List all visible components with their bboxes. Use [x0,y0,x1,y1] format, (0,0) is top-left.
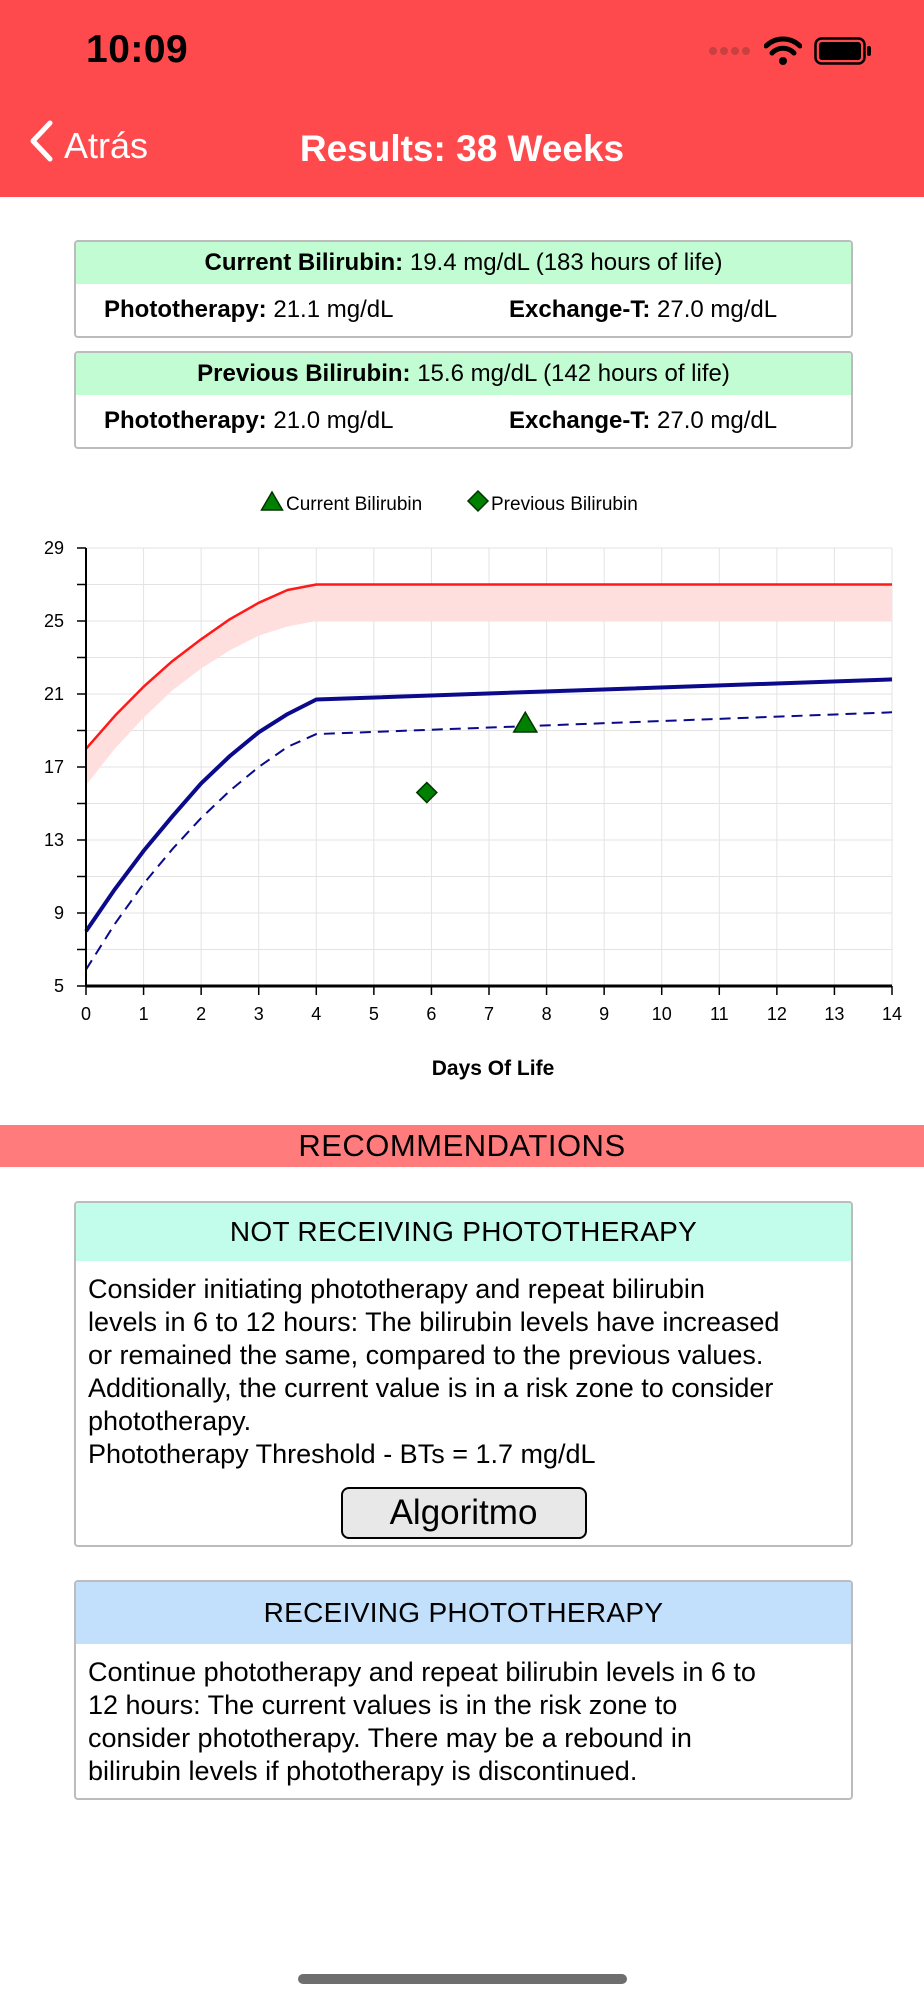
legend-previous-marker [466,489,490,513]
x-tick-label: 13 [824,1004,844,1024]
previous-bilirubin-label: Previous Bilirubin: [197,360,411,387]
phototherapy-value: 21.1 mg/dL [273,296,394,323]
not-receiving-card: NOT RECEIVING PHOTOTHERAPY Consider init… [74,1201,853,1547]
battery-icon [814,36,872,70]
not-receiving-line: Additionally, the current value is in a … [88,1373,774,1403]
back-label: Atrás [64,124,149,166]
previous-bilirubin-point [415,781,438,804]
exchange-value: 27.0 mg/dL [657,296,778,323]
legend-current-label: Current Bilirubin [286,494,422,515]
x-tick-label: 12 [767,1004,787,1024]
receiving-line: Continue phototherapy and repeat bilirub… [88,1657,756,1687]
exchange-label: Exchange-T: [509,296,651,323]
wifi-icon [763,35,803,71]
not-receiving-line: Consider initiating phototherapy and rep… [88,1274,705,1304]
not-receiving-title: NOT RECEIVING PHOTOTHERAPY [76,1203,851,1261]
x-tick-label: 11 [710,1004,729,1024]
current-bilirubin-row: Current Bilirubin: 19.4 mg/dL (183 hours… [76,242,851,284]
current-bilirubin-card: Current Bilirubin: 19.4 mg/dL (183 hours… [74,240,853,338]
receiving-line: bilirubin levels if phototherapy is disc… [88,1756,638,1786]
not-receiving-line: Phototherapy Threshold - BTs = 1.7 mg/dL [88,1439,596,1469]
not-receiving-line: phototherapy. [88,1406,252,1436]
x-tick-label: 2 [196,1004,206,1024]
current-bilirubin-label: Current Bilirubin: [204,249,404,276]
not-receiving-line: levels in 6 to 12 hours: The bilirubin l… [88,1307,780,1337]
receiving-card: RECEIVING PHOTOTHERAPY Continue photothe… [74,1580,853,1800]
x-tick-label: 14 [882,1004,902,1024]
x-tick-label: 3 [254,1004,264,1024]
legend-previous-label: Previous Bilirubin [491,494,638,515]
x-tick-label: 7 [484,1004,494,1024]
previous-bilirubin-card: Previous Bilirubin: 15.6 mg/dL (142 hour… [74,351,853,449]
receiving-text: Continue phototherapy and repeat bilirub… [76,1644,851,1798]
bilirubin-chart: 5 9 13 17 21 25 29 0 1 2 3 4 5 6 7 8 9 10 11 12 13 14 Days Of … [0,489,924,1080]
x-tick-label: 10 [652,1004,672,1024]
phototherapy-lower-dashed-line [85,711,893,971]
y-tick-label: 21 [44,684,64,704]
x-tick-label: 6 [426,1004,436,1024]
x-tick-label: 0 [81,1004,91,1024]
status-time: 10:09 [86,28,189,71]
navigation-bar: Atrás Results: 38 Weeks [0,120,924,180]
y-tick-label: 25 [44,611,64,631]
y-tick-label: 29 [44,538,64,558]
x-tick-label: 9 [599,1004,609,1024]
x-tick-label: 1 [139,1004,149,1024]
phototherapy-label: Phototherapy: [104,407,267,434]
previous-bilirubin-row: Previous Bilirubin: 15.6 mg/dL (142 hour… [76,353,851,395]
not-receiving-line: or remained the same, compared to the pr… [88,1340,764,1370]
chevron-left-icon [28,120,54,171]
current-bilirubin-point [512,710,539,733]
y-tick-label: 5 [54,976,64,996]
current-bilirubin-value: 19.4 mg/dL (183 hours of life) [409,249,723,276]
cellular-signal-icon [708,44,752,62]
phototherapy-label: Phototherapy: [104,296,267,323]
phototherapy-threshold-line [84,677,893,933]
phototherapy-value: 21.0 mg/dL [273,407,394,434]
recommendations-header: RECOMMENDATIONS [0,1125,924,1167]
exchange-threshold-line [85,583,892,750]
not-receiving-text: Consider initiating phototherapy and rep… [76,1261,851,1481]
current-thresholds-row: Phototherapy: 21.1 mg/dL Exchange-T: 27.… [76,284,851,336]
y-tick-label: 13 [44,830,64,850]
x-axis-label: Days Of Life [432,1057,555,1080]
home-indicator [298,1974,627,1984]
app-header: 10:09 Atrás [0,0,924,197]
x-tick-label: 4 [311,1004,321,1024]
y-tick-label: 17 [44,757,64,777]
exchange-risk-band [86,584,892,786]
previous-bilirubin-value: 15.6 mg/dL (142 hours of life) [417,360,730,387]
exchange-value: 27.0 mg/dL [657,407,778,434]
receiving-line: 12 hours: The current values is in the r… [88,1690,678,1720]
receiving-title: RECEIVING PHOTOTHERAPY [76,1582,851,1644]
algoritmo-button[interactable]: Algoritmo [340,1487,587,1539]
back-button[interactable]: Atrás [28,120,148,171]
receiving-line: consider phototherapy. There may be a re… [88,1723,692,1753]
exchange-label: Exchange-T: [509,407,651,434]
x-tick-label: 8 [542,1004,552,1024]
legend-current-marker [260,490,284,511]
previous-thresholds-row: Phototherapy: 21.0 mg/dL Exchange-T: 27.… [76,395,851,447]
status-icons [708,35,872,71]
x-tick-label: 5 [369,1004,379,1024]
y-tick-label: 9 [54,903,64,923]
